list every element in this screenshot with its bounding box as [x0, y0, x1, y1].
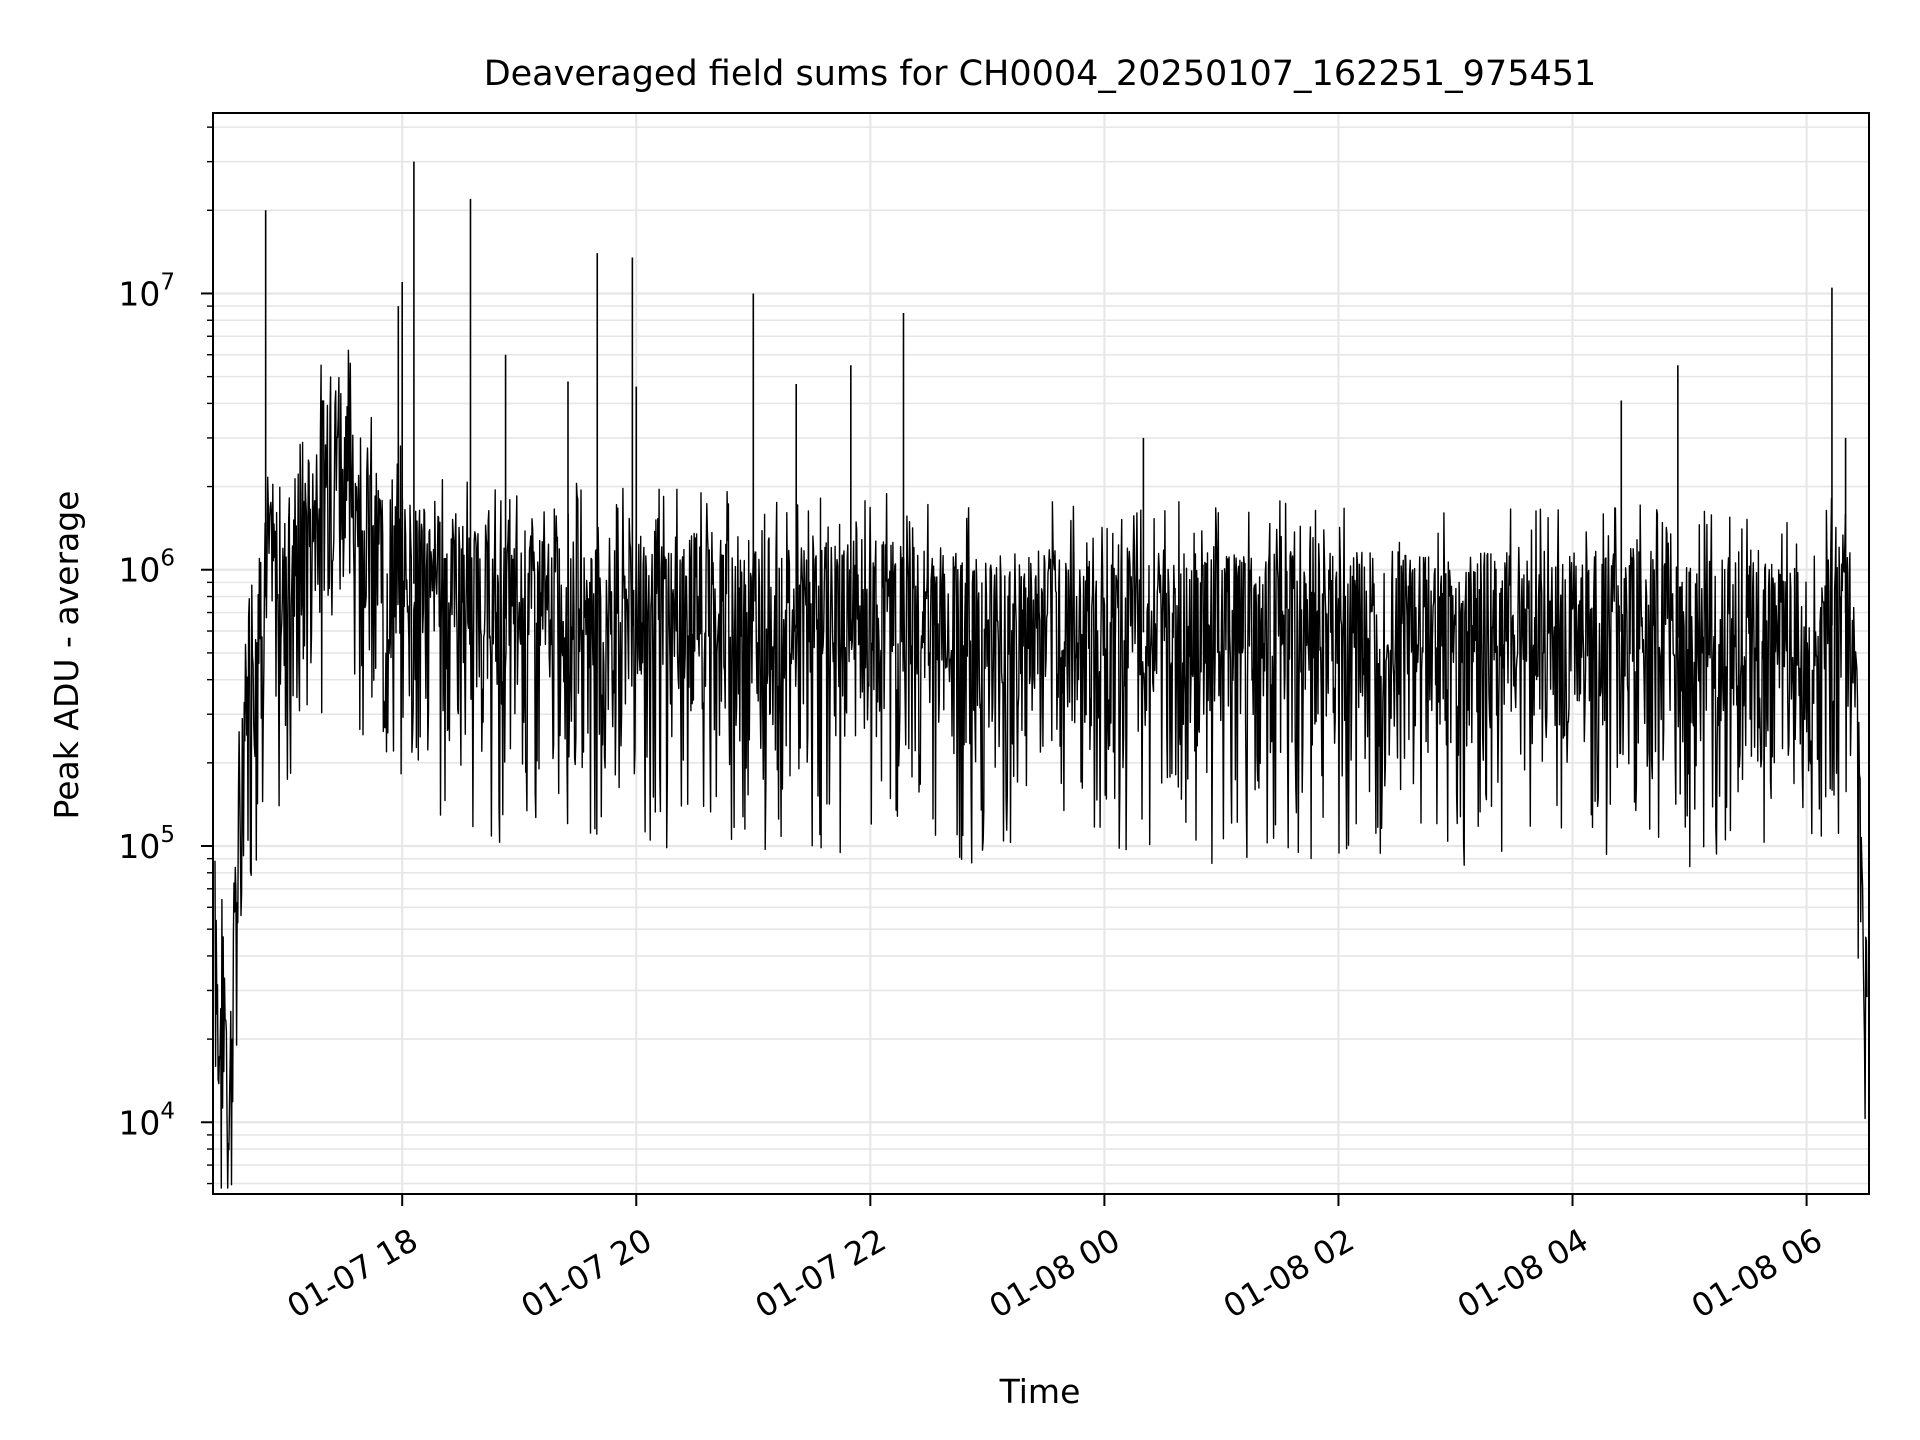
y-tick-exponent: 5 — [160, 822, 175, 848]
chart-title: Deaveraged field sums for CH0004_2025010… — [484, 54, 1597, 94]
x-tick-label: 01-07 20 — [515, 1221, 659, 1326]
y-tick-label: 106 — [118, 546, 175, 590]
x-tick-label: 01-07 18 — [281, 1221, 425, 1326]
y-tick-base: 10 — [118, 1103, 160, 1142]
series-layer — [214, 161, 1868, 1189]
y-tick-base: 10 — [118, 827, 160, 866]
y-tick-exponent: 7 — [160, 269, 175, 295]
x-tick-label: 01-08 06 — [1685, 1221, 1829, 1326]
y-tick-base: 10 — [118, 274, 160, 313]
series-line — [214, 349, 1868, 1189]
y-axis-label: Peak ADU - average — [47, 491, 86, 820]
y-tick-exponent: 4 — [160, 1098, 175, 1124]
y-tick-exponent: 6 — [160, 546, 175, 572]
x-tick-label: 01-07 22 — [749, 1221, 893, 1326]
y-tick-base: 10 — [118, 551, 160, 590]
y-tick-label: 104 — [118, 1098, 175, 1142]
x-tick-label: 01-08 04 — [1451, 1221, 1595, 1326]
y-tick-label: 105 — [118, 822, 175, 866]
x-axis: 01-07 18 01-07 20 01-07 22 01-08 00 01-08 02… — [281, 1194, 1829, 1326]
y-tick-label: 107 — [118, 269, 175, 313]
x-tick-label: 01-08 02 — [1217, 1221, 1361, 1326]
x-axis-label: Time — [999, 1372, 1081, 1411]
x-tick-label: 01-08 00 — [983, 1221, 1127, 1326]
